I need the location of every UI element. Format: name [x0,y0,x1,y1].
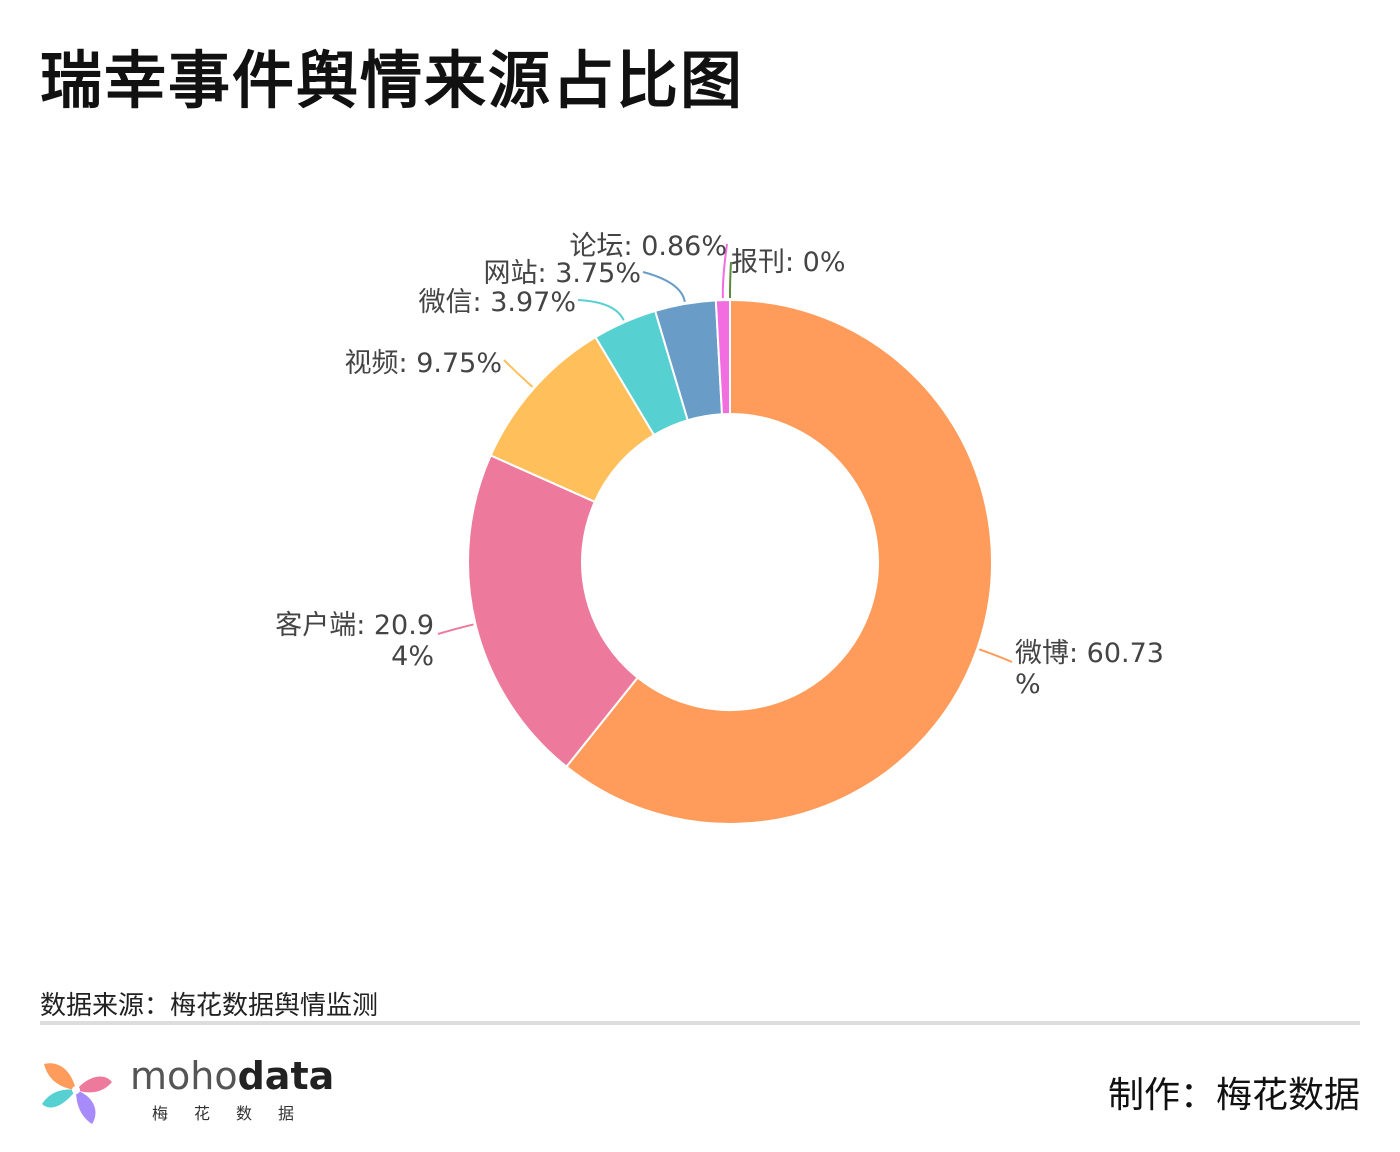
slice-论坛 [714,298,731,416]
slice-微博 [565,298,993,825]
label-客户端: 客户端: 20.9 4% [275,610,434,672]
brand-wordmark: mohodata [130,1054,334,1098]
leader-视频 [503,359,534,388]
label-论坛: 论坛: 0.86% [570,231,727,262]
brand-logo: mohodata 梅花数据 [38,1050,358,1130]
chart-title: 瑞幸事件舆情来源占比图 [40,44,745,117]
leader-客户端 [437,623,474,635]
slice-labels: 微博: 60.73 % 客户端: 20.9 4% 视频: 9.75% 微信: 3.97%网… [275,231,1164,700]
label-微博: 微博: 60.73% [1015,638,1164,700]
label-网站: 网站: 3.75% [484,258,641,289]
leader-论坛 [721,243,728,299]
data-source-note: 数据来源：梅花数据舆情监测 [40,991,379,1021]
leader-微博 [978,648,1013,663]
producer-credit: 制作：梅花数据 [1107,1075,1360,1116]
leader-微信 [577,299,625,321]
label-报刊: 报刊: 0% [731,247,846,278]
label-微信: 微信: 3.97% [419,287,576,318]
leader-网站 [642,271,686,303]
pinwheel-icon [42,1063,112,1124]
donut-slices [467,298,993,825]
brand-subtitle: 梅花数据 [152,1104,321,1123]
brand-wordmark-bold: data [237,1054,335,1098]
label-视频: 视频: 9.75% [345,348,502,379]
footer-divider [40,1021,1360,1025]
slice-客户端 [467,454,640,769]
leader-报刊 [729,261,732,299]
leader-lines [437,243,1013,663]
donut-chart: 微博: 60.73 % 客户端: 20.9 4% 视频: 9.75% 微信: 3.97%网… [275,231,1164,825]
brand-wordmark-light: moho [130,1054,238,1098]
